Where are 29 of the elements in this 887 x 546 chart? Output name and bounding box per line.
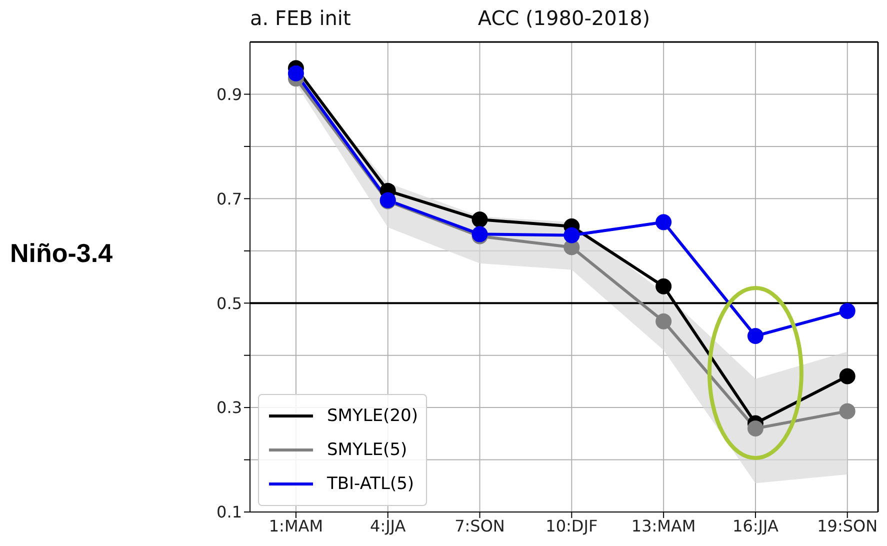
- legend-label: SMYLE(5): [327, 440, 408, 460]
- x-tick-label: 13:MAM: [631, 516, 696, 536]
- y-tick-label: 0.1: [216, 502, 242, 522]
- legend-label: TBI-ATL(5): [327, 474, 414, 494]
- x-tick-label: 19:SON: [817, 516, 878, 536]
- point: [747, 328, 764, 344]
- chart-title: ACC (1980-2018): [478, 6, 650, 30]
- point: [472, 212, 488, 228]
- text: a. FEB init: [250, 6, 351, 30]
- point: [839, 403, 856, 420]
- legend-label: SMYLE(20): [327, 406, 418, 426]
- x-tick-label: 10:DJF: [546, 516, 598, 536]
- point: [656, 214, 672, 230]
- x-tick-label: 7:SON: [454, 516, 505, 536]
- point: [656, 313, 672, 330]
- point: [839, 368, 856, 384]
- x-tick-label: 1:MAM: [268, 516, 324, 536]
- point: [747, 420, 764, 436]
- x-tick-label: 16:JJA: [732, 516, 778, 536]
- y-tick-label: 0.9: [216, 84, 242, 104]
- y-tick-label: 0.7: [216, 189, 242, 208]
- point: [839, 302, 856, 319]
- y-tick-label: 0.3: [216, 398, 242, 418]
- y-axis-title: Niño-3.4: [10, 238, 113, 269]
- point: [288, 65, 304, 82]
- y-tick-label: 0.5: [216, 294, 242, 313]
- point: [656, 278, 672, 294]
- x-tick-label: 4:JJA: [370, 516, 406, 536]
- point: [564, 227, 580, 244]
